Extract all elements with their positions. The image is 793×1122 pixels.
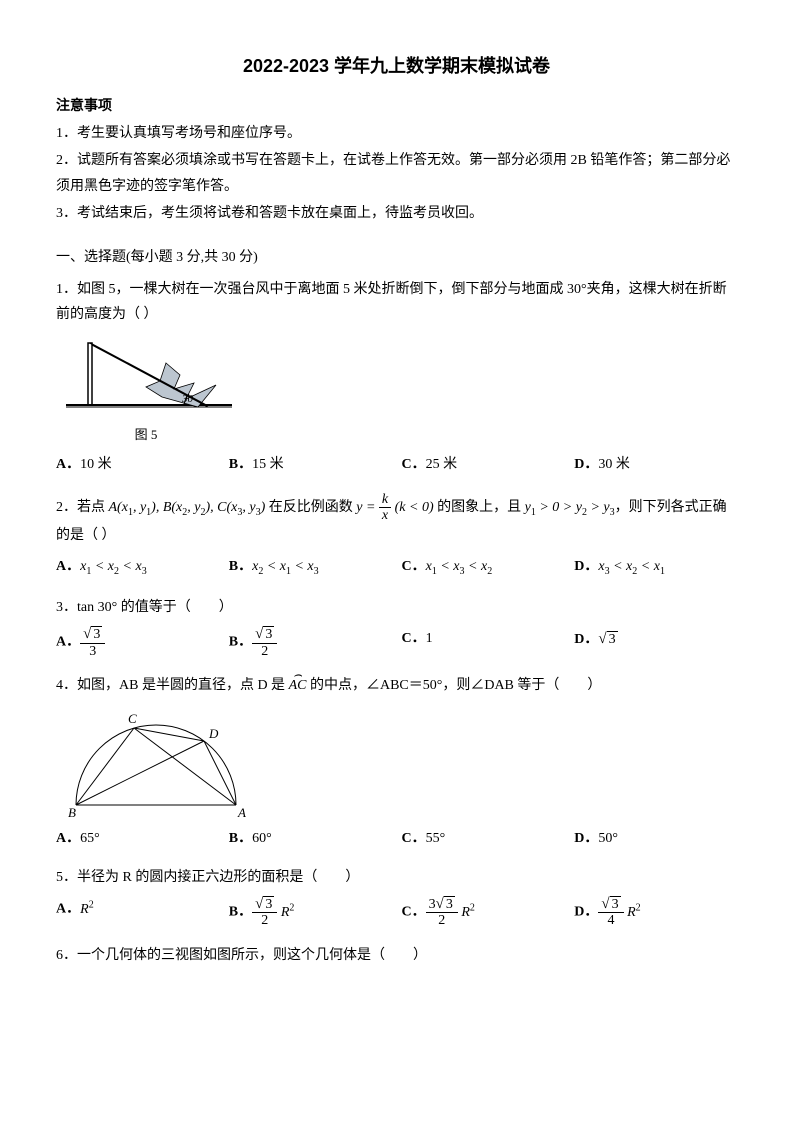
q5-option-b: B．32 R2 <box>229 896 392 929</box>
q4-option-d-text: 50° <box>598 831 618 846</box>
q4-stem-post: 的中点，∠ABC＝50°，则∠DAB 等于（ ） <box>306 678 601 693</box>
q4-figure: B A C D <box>56 705 737 820</box>
q5-option-d: D．34 R2 <box>574 896 737 929</box>
q1-option-d-text: 30 米 <box>598 457 630 472</box>
q4-option-c: C．55° <box>402 826 565 851</box>
question-4: 4．如图，AB 是半圆的直径，点 D 是 AC 的中点，∠ABC＝50°，则∠D… <box>56 673 737 698</box>
q5-option-a: A．R2 <box>56 896 219 929</box>
instructions-block: 注意事项 1．考生要认真填写考场号和座位序号。 2．试题所有答案必须填涂或书写在… <box>56 94 737 227</box>
q4-stem-pre: 4．如图，AB 是半圆的直径，点 D 是 <box>56 678 289 693</box>
q2-option-d: D．x3 < x2 < x1 <box>574 554 737 581</box>
q1-option-a: A．10 米 <box>56 452 219 477</box>
q4-option-b: B．60° <box>229 826 392 851</box>
q5-options: A．R2 B．32 R2 C．332 R2 D．34 R2 <box>56 896 737 929</box>
q3-option-d: D．3 <box>574 626 737 659</box>
q4-option-c-text: 55° <box>426 831 446 846</box>
q3-option-b: B．32 <box>229 626 392 659</box>
question-2: 2．若点 A(x1, y1), B(x2, y2), C(x3, y3) 在反比… <box>56 492 737 549</box>
question-3: 3．tan 30° 的值等于（ ） <box>56 595 737 620</box>
exam-title: 2022-2023 学年九上数学期末模拟试卷 <box>56 50 737 82</box>
svg-text:30: 30 <box>181 393 194 405</box>
q5-stem: 5．半径为 R 的圆内接正六边形的面积是（ ） <box>56 865 737 890</box>
q3-option-c: C．1 <box>402 626 565 659</box>
q2-stem: 2．若点 A(x1, y1), B(x2, y2), C(x3, y3) 在反比… <box>56 492 737 549</box>
q1-option-a-text: 10 米 <box>80 457 112 472</box>
instruction-item: 2．试题所有答案必须填涂或书写在答题卡上，在试卷上作答无效。第一部分必须用 2B… <box>56 148 737 201</box>
q3-options: A．33 B．32 C．1 D．3 <box>56 626 737 659</box>
instruction-item: 1．考生要认真填写考场号和座位序号。 <box>56 121 737 148</box>
q6-stem: 6．一个几何体的三视图如图所示，则这个几何体是（ ） <box>56 943 737 968</box>
q4-svg: B A C D <box>56 705 246 820</box>
svg-text:D: D <box>208 726 219 741</box>
q4-options: A．65° B．60° C．55° D．50° <box>56 826 737 851</box>
q4-option-a: A．65° <box>56 826 219 851</box>
q2-option-b: B．x2 < x1 < x3 <box>229 554 392 581</box>
q1-options: A．10 米 B．15 米 C．25 米 D．30 米 <box>56 452 737 477</box>
q4-option-a-text: 65° <box>80 831 100 846</box>
q2-options: A．x1 < x2 < x3 B．x2 < x1 < x3 C．x1 < x3 … <box>56 554 737 581</box>
q1-option-b: B．15 米 <box>229 452 392 477</box>
q1-option-b-text: 15 米 <box>252 457 284 472</box>
instruction-item: 3．考试结束后，考生须将试卷和答题卡放在桌面上，待监考员收回。 <box>56 201 737 228</box>
svg-text:B: B <box>68 805 76 820</box>
q1-option-c-text: 25 米 <box>426 457 458 472</box>
svg-text:A: A <box>237 805 246 820</box>
q4-stem: 4．如图，AB 是半圆的直径，点 D 是 AC 的中点，∠ABC＝50°，则∠D… <box>56 673 737 698</box>
question-5: 5．半径为 R 的圆内接正六边形的面积是（ ） <box>56 865 737 890</box>
q4-option-b-text: 60° <box>252 831 272 846</box>
q1-figure: 30 图 5 <box>56 335 737 446</box>
q1-option-c: C．25 米 <box>402 452 565 477</box>
question-6: 6．一个几何体的三视图如图所示，则这个几何体是（ ） <box>56 943 737 968</box>
svg-text:C: C <box>128 711 137 726</box>
q1-fig-caption: 图 5 <box>56 423 236 446</box>
q4-arc: AC <box>289 673 307 698</box>
q1-option-d: D．30 米 <box>574 452 737 477</box>
q3-stem: 3．tan 30° 的值等于（ ） <box>56 595 737 620</box>
q3-option-a: A．33 <box>56 626 219 659</box>
instructions-head: 注意事项 <box>56 99 112 114</box>
question-1: 1．如图 5，一棵大树在一次强台风中于离地面 5 米处折断倒下，倒下部分与地面成… <box>56 277 737 327</box>
q1-svg: 30 <box>56 335 236 421</box>
q1-stem: 1．如图 5，一棵大树在一次强台风中于离地面 5 米处折断倒下，倒下部分与地面成… <box>56 277 737 327</box>
q2-option-c: C．x1 < x3 < x2 <box>402 554 565 581</box>
q2-option-a: A．x1 < x2 < x3 <box>56 554 219 581</box>
section-1-head: 一、选择题(每小题 3 分,共 30 分) <box>56 245 737 270</box>
q5-option-c: C．332 R2 <box>402 896 565 929</box>
q4-option-d: D．50° <box>574 826 737 851</box>
